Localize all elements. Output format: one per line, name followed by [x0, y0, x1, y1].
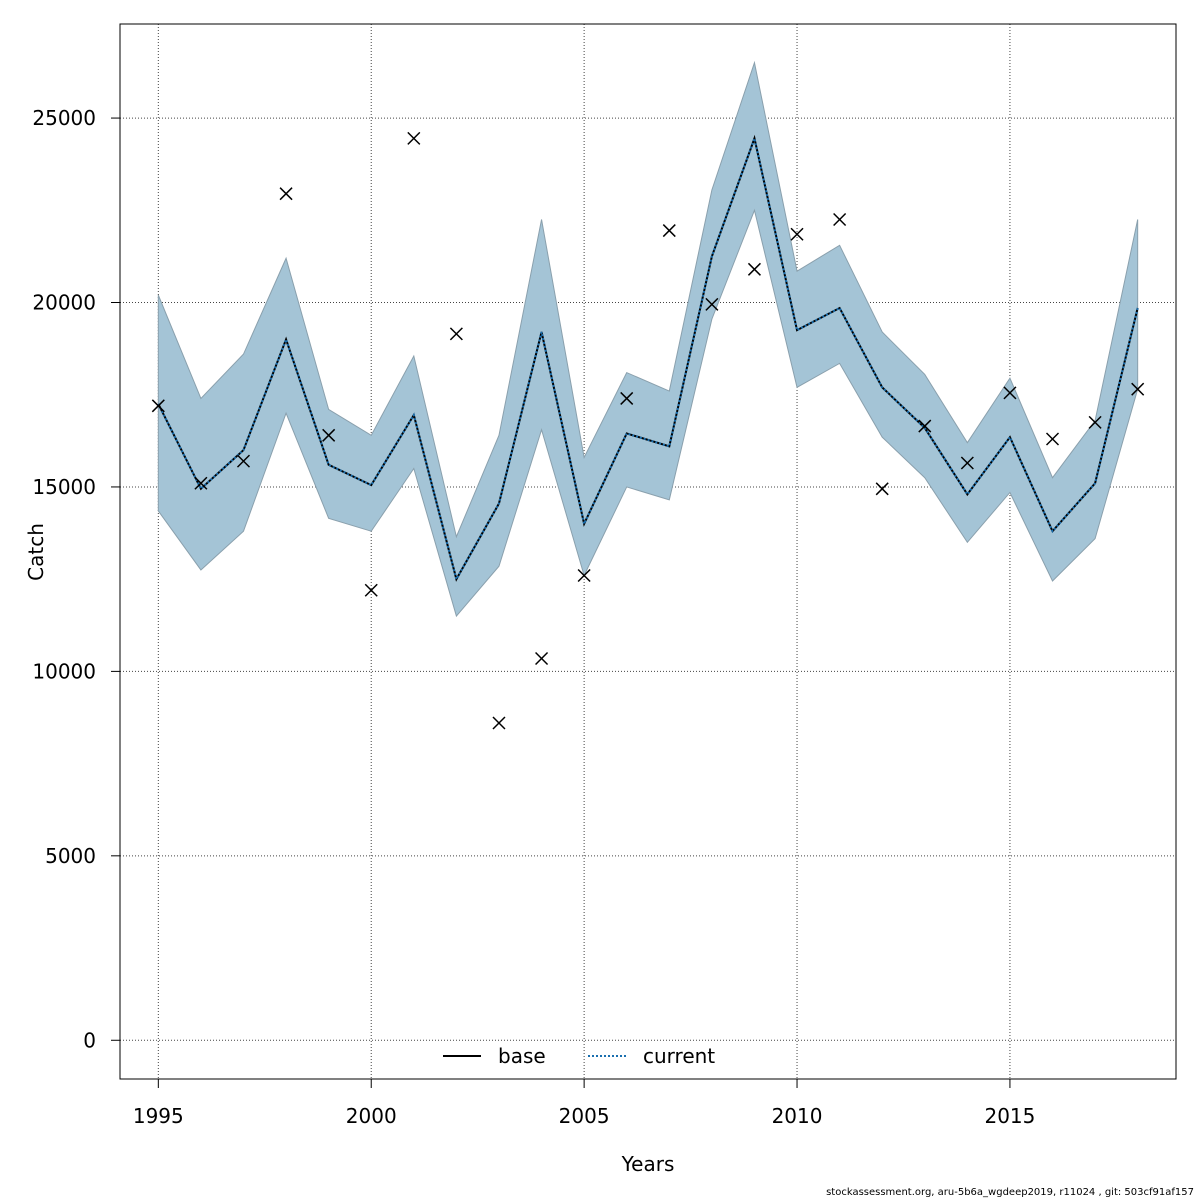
observed-point [1003, 386, 1017, 400]
x-axis-title: Years [621, 1152, 675, 1176]
legend: base current [443, 1044, 715, 1068]
x-tick-label: 2010 [772, 1104, 823, 1128]
y-tick-label: 20000 [32, 291, 96, 315]
observed-point [918, 419, 932, 433]
series-line-current [157, 134, 1139, 582]
observed-point [875, 482, 889, 496]
observed-points [151, 131, 1145, 730]
observed-point [449, 327, 463, 341]
series-lines [157, 134, 1139, 582]
x-tick-label: 1995 [133, 1104, 184, 1128]
plot-frame [119, 23, 1177, 1080]
observed-point [364, 583, 378, 597]
y-tick-label: 10000 [32, 659, 96, 683]
observed-point [620, 391, 634, 405]
observed-point [492, 716, 506, 730]
observed-point [1045, 432, 1060, 446]
observed-point [960, 456, 974, 470]
y-tick-label: 0 [83, 1028, 96, 1052]
observed-point [279, 187, 293, 201]
observed-point [194, 476, 208, 490]
observed-point [833, 212, 847, 227]
observed-point [535, 651, 549, 666]
observed-point [705, 297, 719, 311]
observed-point [407, 131, 421, 145]
observed-point [662, 224, 676, 238]
observed-point [747, 262, 761, 276]
observed-point [236, 454, 251, 468]
x-tick-label: 2015 [984, 1104, 1035, 1128]
legend-label-base: base [498, 1044, 546, 1068]
axes: 1995 2000 2005 2010 2015 0 5000 10000 15000 20000… [32, 106, 1035, 1128]
observed-point [322, 428, 336, 442]
observed-point [1131, 382, 1145, 396]
x-tick-label: 2005 [559, 1104, 610, 1128]
y-tick-label: 5000 [45, 844, 96, 868]
observed-point [577, 568, 591, 583]
y-axis-title: Catch [24, 523, 48, 581]
observed-point [151, 399, 165, 413]
grid-lines [120, 24, 1176, 1079]
confidence-band-area [157, 60, 1139, 618]
legend-label-current: current [643, 1044, 715, 1068]
observed-point [790, 227, 804, 241]
confidence-band [157, 60, 1139, 618]
x-tick-label: 2000 [346, 1104, 397, 1128]
observed-point [1088, 415, 1102, 429]
y-tick-label: 15000 [32, 475, 96, 499]
footer-credit: stockassessment.org, aru-5b6a_wgdeep2019… [826, 1187, 1194, 1198]
y-tick-label: 25000 [32, 106, 96, 130]
